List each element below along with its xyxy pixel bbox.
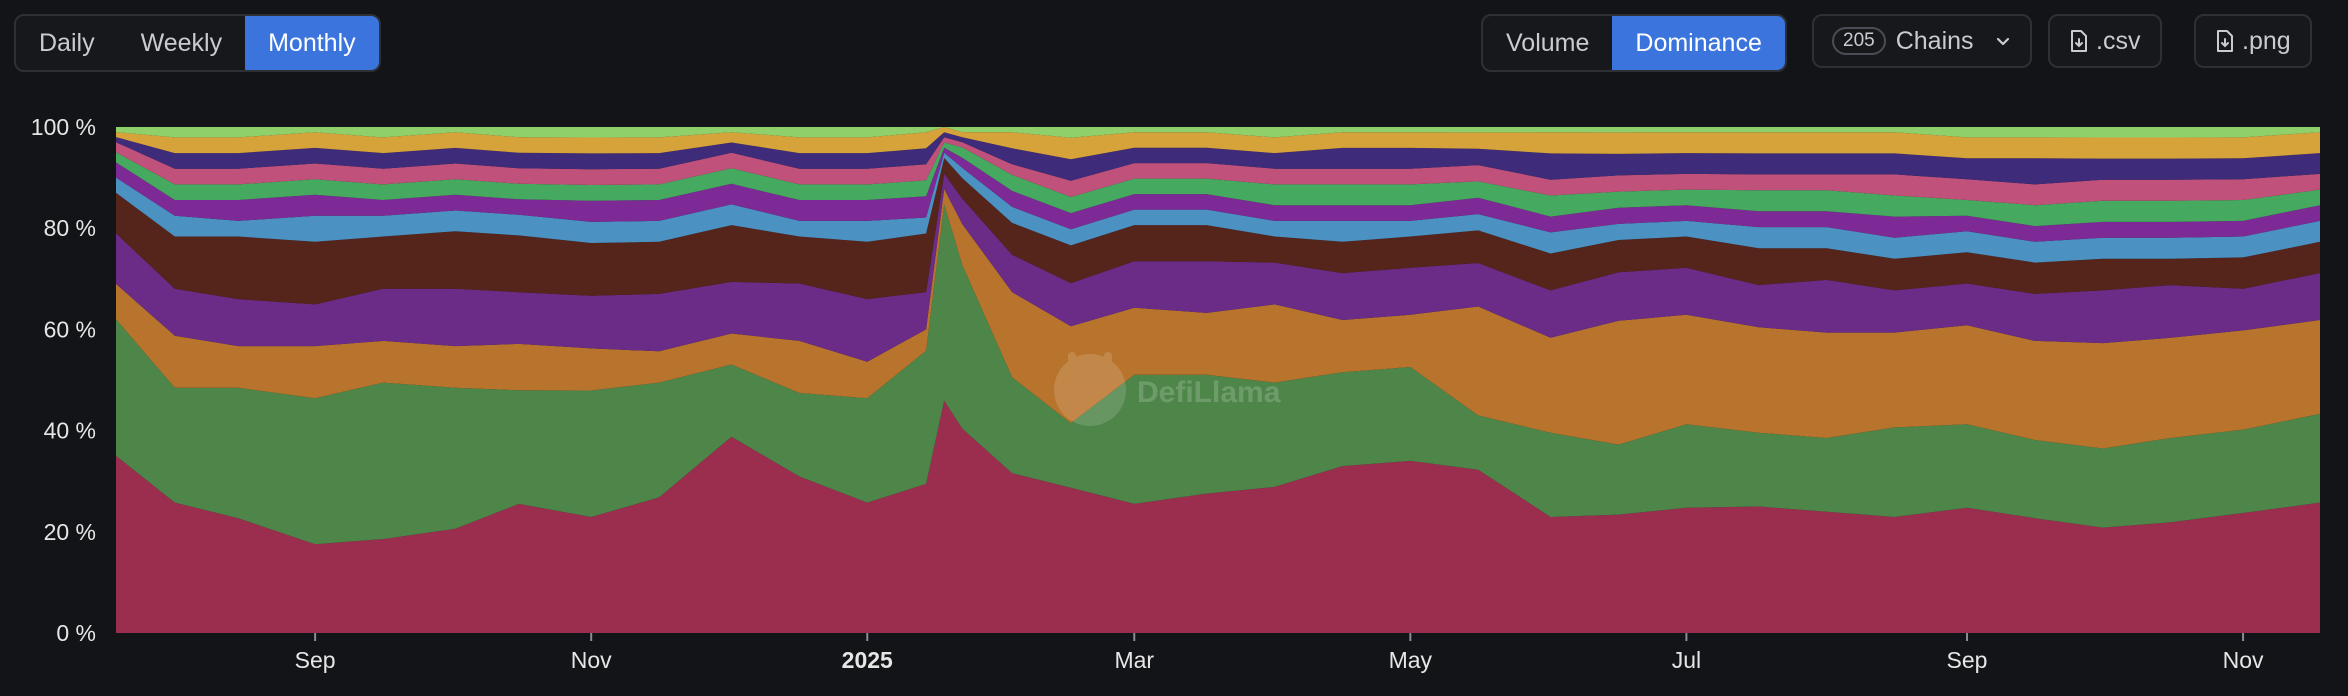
y-tick-label: 60 % <box>44 316 96 342</box>
area-series-group <box>116 127 2320 633</box>
chevron-down-icon <box>1996 37 2010 46</box>
file-download-icon <box>2217 30 2233 52</box>
export-csv-button[interactable]: .csv <box>2048 14 2162 68</box>
y-axis: 0 % 20 % 40 % 60 % 80 % 100 % <box>31 114 96 646</box>
area-series-11[interactable] <box>116 127 2320 160</box>
area-series-10[interactable] <box>116 132 2320 185</box>
export-png-label: .png <box>2242 26 2291 55</box>
area-series-2[interactable] <box>116 204 2320 545</box>
watermark-text: DefiLlama <box>1137 376 1281 409</box>
chains-label: Chains <box>1895 26 1974 55</box>
dominance-button[interactable]: Dominance <box>1612 16 1785 70</box>
period-toggle: Daily Weekly Monthly <box>14 14 381 72</box>
x-tick-label: Nov <box>571 647 612 673</box>
watermark: DefiLlama <box>1054 352 1281 426</box>
area-series-12[interactable] <box>116 127 2320 138</box>
y-tick-label: 40 % <box>44 418 96 444</box>
x-tick-label: Sep <box>295 647 336 673</box>
area-series-9[interactable] <box>116 137 2320 206</box>
chains-count-badge: 205 <box>1832 27 1886 55</box>
volume-button[interactable]: Volume <box>1506 29 1590 57</box>
file-download-icon <box>2071 30 2087 52</box>
area-series-3[interactable] <box>116 189 2320 449</box>
x-tick-label: Sep <box>1947 647 1988 673</box>
export-png-button[interactable]: .png <box>2194 14 2312 68</box>
x-tick-label: Jul <box>1672 647 1701 673</box>
area-series-7[interactable] <box>116 147 2320 242</box>
monthly-button[interactable]: Monthly <box>245 16 379 70</box>
area-series-4[interactable] <box>116 173 2320 362</box>
mode-toggle: Volume Dominance <box>1481 14 1787 72</box>
x-tick-label: 2025 <box>842 647 893 673</box>
x-tick-label: Mar <box>1114 647 1154 673</box>
area-series-8[interactable] <box>116 142 2320 227</box>
area-series-1[interactable] <box>116 400 2320 633</box>
y-tick-label: 20 % <box>44 519 96 545</box>
y-tick-label: 0 % <box>56 620 96 646</box>
y-tick-label: 100 % <box>31 114 96 140</box>
y-tick-label: 80 % <box>44 215 96 241</box>
chains-selector[interactable]: 205 Chains <box>1812 14 2032 68</box>
x-axis: Sep Nov 2025 Mar May Jul Sep Nov <box>295 633 2264 673</box>
area-series-5[interactable] <box>116 158 2320 305</box>
daily-button[interactable]: Daily <box>39 29 95 57</box>
weekly-button[interactable]: Weekly <box>140 29 223 57</box>
area-series-6[interactable] <box>116 152 2320 263</box>
x-tick-label: May <box>1389 647 1433 673</box>
llama-logo-icon <box>1054 352 1126 426</box>
x-tick-label: Nov <box>2223 647 2264 673</box>
export-csv-label: .csv <box>2096 26 2141 55</box>
